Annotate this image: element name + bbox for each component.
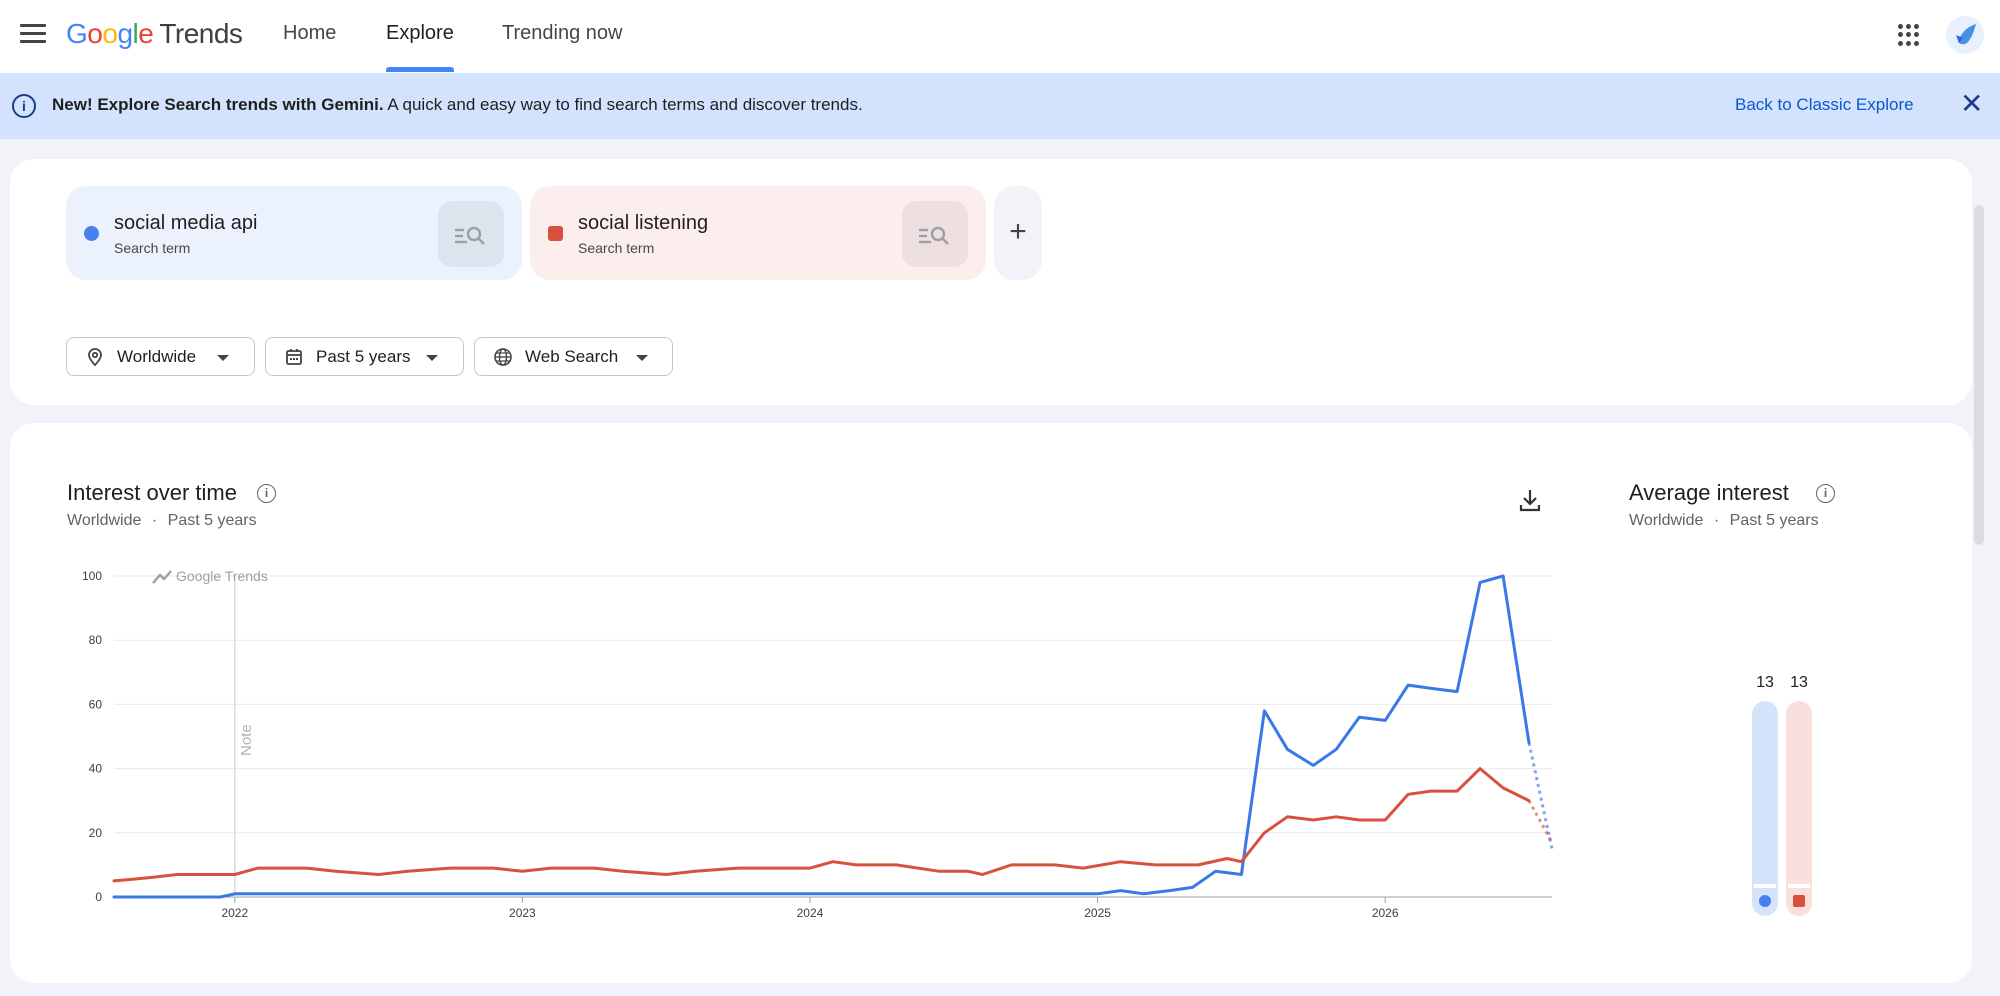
property-filter-label: Web Search — [525, 347, 619, 366]
series-dot-icon — [1759, 895, 1771, 907]
avg-interest-bar — [1752, 861, 1778, 886]
info-icon[interactable]: i — [1816, 484, 1835, 503]
x-tick-label: 2024 — [797, 906, 824, 920]
info-icon: i — [12, 94, 36, 118]
banner-message: New! Explore Search trends with Gemini. … — [52, 95, 863, 115]
subtitle-location: Worldwide — [1629, 512, 1704, 529]
refine-search-button[interactable] — [438, 201, 504, 267]
tab-explore[interactable]: Explore — [386, 22, 454, 44]
subtitle-separator: · — [151, 512, 158, 529]
google-apps-icon[interactable] — [1898, 24, 1920, 46]
tab-trending-now[interactable]: Trending now — [502, 22, 623, 44]
top-app-bar: Google Trends Home Explore Trending now — [0, 0, 2000, 73]
chevron-down-icon — [426, 355, 438, 361]
subtitle-separator: · — [1713, 512, 1720, 529]
series-dot-icon — [84, 226, 99, 241]
search-terms-card: social media api Search term social list… — [10, 159, 1972, 405]
interest-over-time-title: Interest over time — [67, 480, 237, 505]
location-pin-icon — [88, 348, 102, 367]
location-filter-label: Worldwide — [117, 347, 197, 366]
banner-bold-text: New! Explore Search trends with Gemini. — [52, 95, 384, 114]
chevron-down-icon — [636, 355, 648, 361]
active-tab-indicator — [386, 67, 454, 72]
download-icon[interactable] — [1518, 487, 1542, 513]
average-interest-title: Average interest — [1629, 480, 1789, 505]
logo-suffix: Trends — [159, 18, 243, 49]
y-tick-label: 0 — [95, 890, 102, 904]
series-partial-line-2 — [1527, 799, 1554, 844]
avg-interest-divider — [1788, 884, 1810, 888]
search-term-chip-2[interactable]: social listening Search term — [530, 186, 986, 280]
menu-icon[interactable] — [20, 24, 46, 46]
x-tick-label: 2023 — [509, 906, 536, 920]
google-trends-logo[interactable]: Google Trends — [66, 18, 243, 49]
y-tick-label: 100 — [82, 569, 102, 583]
x-tick-label: 2022 — [221, 906, 248, 920]
banner-body-text: A quick and easy way to find search term… — [387, 95, 863, 114]
y-tick-label: 20 — [89, 826, 103, 840]
add-term-button[interactable]: + — [994, 186, 1042, 280]
subtitle-location: Worldwide — [67, 512, 142, 529]
search-property-filter-dropdown[interactable]: Web Search — [474, 337, 673, 376]
series-square-icon — [1793, 895, 1805, 907]
search-list-icon — [919, 226, 949, 245]
term-name: social media api — [114, 212, 258, 234]
term-type: Search term — [114, 240, 191, 256]
interest-charts-card: Interest over time i Worldwide · Past 5 … — [10, 423, 1972, 983]
chevron-down-icon — [217, 355, 229, 361]
avg-interest-value-label: 13 — [1756, 674, 1774, 691]
series-line-2 — [112, 767, 1531, 883]
account-avatar[interactable] — [1946, 16, 1984, 54]
time-filter-label: Past 5 years — [316, 347, 411, 366]
interest-chart-svg: 0 20 40 60 80 100 2022 2023 2024 2025 2026 Note Goog… — [82, 568, 1812, 920]
back-to-classic-explore-link[interactable]: Back to Classic Explore — [1735, 95, 1914, 114]
avatar-bird-icon — [1956, 24, 1976, 45]
term-type: Search term — [578, 240, 655, 256]
gemini-announcement-banner: i New! Explore Search trends with Gemini… — [0, 73, 2000, 139]
time-range-filter-dropdown[interactable]: Past 5 years — [265, 337, 464, 376]
search-term-chip-1[interactable]: social media api Search term — [66, 186, 522, 280]
tab-home[interactable]: Home — [283, 22, 337, 44]
globe-icon — [494, 348, 512, 366]
search-list-icon — [455, 226, 485, 245]
y-tick-label: 60 — [89, 697, 103, 711]
average-interest-subtitle: Worldwide · Past 5 years — [1629, 512, 1819, 530]
y-tick-label: 80 — [89, 633, 103, 647]
chart-watermark: Google Trends — [176, 568, 268, 584]
avg-interest-divider — [1754, 884, 1776, 888]
series-line-1 — [112, 574, 1531, 899]
location-filter-dropdown[interactable]: Worldwide — [66, 337, 255, 376]
info-icon[interactable]: i — [257, 484, 276, 503]
y-tick-label: 40 — [89, 762, 103, 776]
term-name: social listening — [578, 212, 709, 234]
subtitle-period: Past 5 years — [1729, 512, 1819, 529]
refine-search-button[interactable] — [902, 201, 968, 267]
subtitle-period: Past 5 years — [167, 512, 257, 529]
interest-over-time-subtitle: Worldwide · Past 5 years — [67, 512, 257, 530]
trend-watermark-icon — [152, 570, 172, 584]
page-scrollbar[interactable] — [1974, 205, 1984, 545]
close-icon[interactable]: ✕ — [1960, 88, 1984, 119]
note-label: Note — [238, 724, 255, 756]
avg-interest-bar — [1786, 861, 1812, 886]
x-tick-label: 2026 — [1372, 906, 1399, 920]
avg-interest-value-label: 13 — [1790, 674, 1808, 691]
calendar-icon — [286, 349, 302, 365]
series-square-icon — [548, 226, 563, 241]
x-tick-label: 2025 — [1084, 906, 1111, 920]
